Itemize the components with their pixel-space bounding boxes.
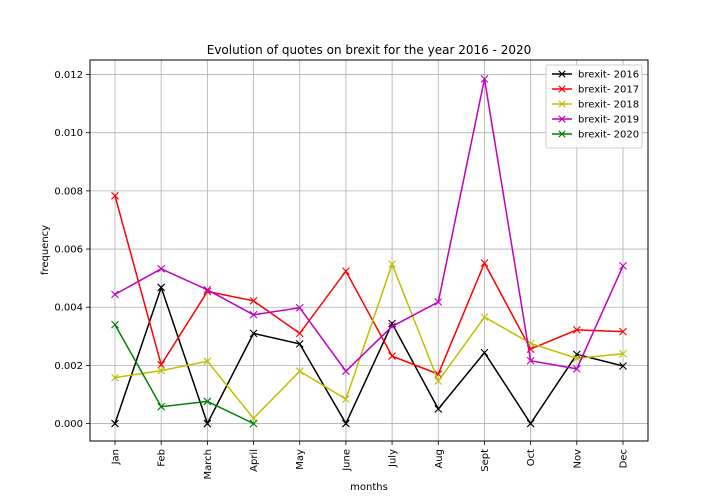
data-point-marker	[157, 283, 166, 292]
data-point-marker	[111, 290, 119, 299]
data-point-marker	[203, 285, 212, 294]
series-0	[111, 283, 627, 428]
y-axis-label: frequency	[40, 225, 51, 275]
legend: brexit- 2016 brexit- 2017 brexit- 2018 brex…	[545, 64, 643, 149]
data-point-marker	[619, 362, 627, 370]
series-2	[111, 260, 627, 423]
legend-marker	[558, 130, 566, 138]
data-point-marker	[295, 339, 304, 348]
x-axis-label: months	[350, 482, 388, 493]
data-point-marker	[480, 348, 489, 357]
data-point-marker	[572, 364, 581, 373]
data-point-marker	[434, 377, 443, 385]
x-tick-label: April	[249, 449, 260, 472]
data-point-marker	[157, 366, 166, 375]
data-point-marker	[388, 352, 396, 360]
data-point-marker	[619, 262, 627, 270]
x-tick-label: June	[341, 449, 352, 472]
legend-marker	[558, 100, 566, 108]
y-axis: 0.000 0.002 0.004 0.006 0.008 0.010 0.012	[54, 70, 90, 430]
legend-entry: brexit- 2018	[552, 100, 639, 111]
y-tick-label: 0.008	[54, 186, 83, 197]
data-point-marker	[434, 405, 443, 413]
data-point-marker	[342, 267, 350, 276]
data-point-marker	[526, 356, 535, 365]
series-line	[114, 262, 624, 420]
legend-marker	[558, 115, 566, 123]
x-tick-label: Nov	[572, 449, 583, 469]
data-point-marker	[111, 320, 119, 329]
data-point-marker	[111, 373, 119, 382]
x-tick-label: Feb	[157, 449, 168, 467]
series-line	[114, 78, 624, 373]
data-point-marker	[203, 419, 212, 428]
series-line	[114, 285, 624, 426]
x-axis: Jan Feb March April May June July Aug Sept Oct Nov…	[111, 441, 630, 479]
y-tick-label: 0.010	[54, 128, 83, 139]
data-point-marker	[249, 419, 258, 428]
data-point-marker	[295, 303, 304, 312]
legend-label: brexit- 2016	[578, 70, 639, 81]
legend-entry: brexit- 2020	[552, 130, 639, 141]
x-tick-label: Jan	[111, 449, 122, 465]
data-point-marker	[295, 367, 304, 376]
data-point-marker	[388, 322, 396, 331]
data-point-marker	[111, 419, 119, 428]
data-point-marker	[572, 326, 581, 334]
legend-label: brexit- 2019	[578, 115, 639, 126]
data-point-marker	[249, 329, 258, 338]
legend-marker	[558, 70, 566, 78]
data-point-marker	[526, 419, 535, 428]
series-4	[111, 320, 258, 428]
data-point-marker	[203, 397, 212, 406]
legend-entry: brexit- 2019	[552, 115, 639, 126]
data-point-marker	[111, 191, 119, 200]
legend-marker	[558, 85, 566, 93]
data-point-marker	[480, 313, 489, 321]
data-point-marker	[480, 75, 489, 83]
data-point-marker	[619, 349, 627, 358]
chart-title: Evolution of quotes on brexit for the ye…	[207, 43, 532, 57]
y-tick-label: 0.012	[54, 70, 83, 81]
x-tick-label: May	[295, 449, 306, 470]
x-tick-label: July	[388, 449, 399, 468]
data-point-marker	[342, 367, 350, 376]
plot-frame	[89, 59, 649, 442]
x-tick-label: Aug	[434, 449, 445, 469]
y-tick-label: 0.004	[54, 303, 83, 314]
legend-box	[545, 64, 643, 149]
data-point-marker	[157, 360, 166, 369]
legend-label: brexit- 2020	[578, 130, 639, 141]
x-tick-label: Dec	[619, 449, 630, 468]
x-tick-label: Sept	[480, 449, 491, 472]
y-tick-label: 0.002	[54, 361, 83, 372]
legend-entry: brexit- 2016	[552, 70, 639, 81]
data-point-marker	[342, 395, 350, 404]
grid	[90, 60, 648, 441]
series-line	[114, 324, 254, 425]
data-point-marker	[388, 260, 396, 269]
data-point-marker	[434, 298, 443, 306]
y-tick-label: 0.000	[54, 419, 83, 430]
data-point-marker	[249, 296, 258, 305]
x-tick-label: Oct	[526, 449, 537, 466]
data-point-marker	[157, 264, 166, 273]
data-point-marker	[480, 259, 489, 267]
data-point-marker	[203, 357, 212, 366]
data-point-marker	[157, 402, 166, 411]
data-point-marker	[295, 329, 304, 338]
series-layer	[111, 75, 627, 428]
legend-label: brexit- 2018	[578, 100, 639, 111]
x-tick-label: March	[203, 449, 214, 479]
data-point-marker	[342, 419, 350, 428]
legend-label: brexit- 2017	[578, 85, 639, 96]
data-point-marker	[572, 354, 581, 363]
y-tick-label: 0.006	[54, 245, 83, 256]
data-point-marker	[249, 310, 258, 319]
series-3	[111, 75, 627, 376]
data-point-marker	[619, 327, 627, 336]
legend-entry: brexit- 2017	[552, 85, 639, 96]
